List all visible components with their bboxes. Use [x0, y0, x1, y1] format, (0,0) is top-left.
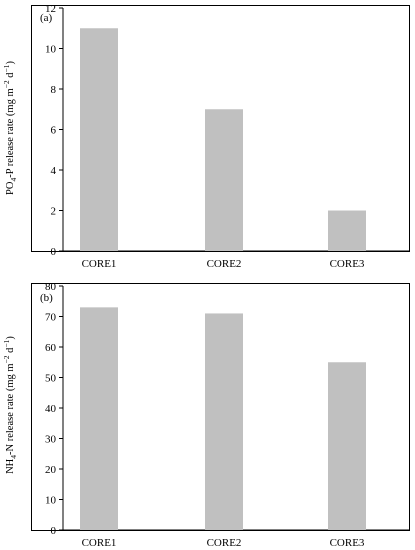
- panel-b-y-tick-label: 80: [45, 281, 57, 293]
- panel-a-y-tick-label: 4: [51, 165, 57, 177]
- panel-b-y-tick-label: 40: [45, 403, 57, 415]
- panel-b-bar-core1: [80, 307, 118, 530]
- panel-a-y-tick-label: 0: [51, 246, 57, 258]
- panel-b-bar-core2: [205, 313, 243, 530]
- panel-b-y-tick-label: 0: [51, 525, 57, 537]
- panel-b-y-tick-label: 10: [45, 495, 57, 507]
- panel-a-bar-core1: [80, 28, 118, 251]
- panel-a: (a) PO4-P release rate (mg m−2 d−1) 0 2 4 6…: [2, 3, 410, 270]
- panel-b-label: (b): [40, 292, 53, 304]
- panel-a-y-tick-label: 6: [51, 125, 57, 137]
- panel-b-x-tick-label: CORE3: [330, 537, 365, 549]
- panel-a-label: (a): [40, 12, 53, 24]
- panel-a-x-tick-label: CORE3: [330, 258, 365, 270]
- panel-b-y-tick-label: 30: [45, 434, 57, 446]
- panel-b-bar-core3: [328, 362, 366, 530]
- panel-a-plot: 0 2 4 6 8 10 12 CORE1 CORE2 CORE3: [45, 3, 409, 270]
- panel-b-y-tick-label: 20: [45, 464, 57, 476]
- panel-b-y-tick-label: 50: [45, 373, 57, 385]
- panel-b-y-tick-label: 60: [45, 342, 57, 354]
- panel-a-x-tick-label: CORE2: [207, 258, 242, 270]
- panel-a-bar-core2: [205, 109, 243, 251]
- panel-a-y-tick-label: 2: [51, 206, 57, 218]
- panel-a-y-tick-label: 12: [45, 3, 56, 15]
- panel-a-ylabel: PO4-P release rate (mg m−2 d−1): [2, 61, 18, 195]
- panel-b: (b) NH4-N release rate (mg m−2 d−1) 0 10 2…: [2, 281, 410, 549]
- panel-a-y-tick-label: 10: [45, 44, 57, 56]
- panel-b-ylabel: NH4-N release rate (mg m−2 d−1): [2, 336, 18, 474]
- panel-b-x-tick-label: CORE1: [82, 537, 117, 549]
- panel-a-x-tick-label: CORE1: [82, 258, 117, 270]
- panel-b-y-tick-label: 70: [45, 312, 57, 324]
- panel-a-y-tick-label: 8: [51, 84, 57, 96]
- panel-b-plot: 0 10 20 30 40 50 60 70 80 CORE1 CORE2 CORE3: [45, 281, 409, 549]
- panel-b-x-tick-label: CORE2: [207, 537, 242, 549]
- panel-a-bar-core3: [328, 210, 366, 251]
